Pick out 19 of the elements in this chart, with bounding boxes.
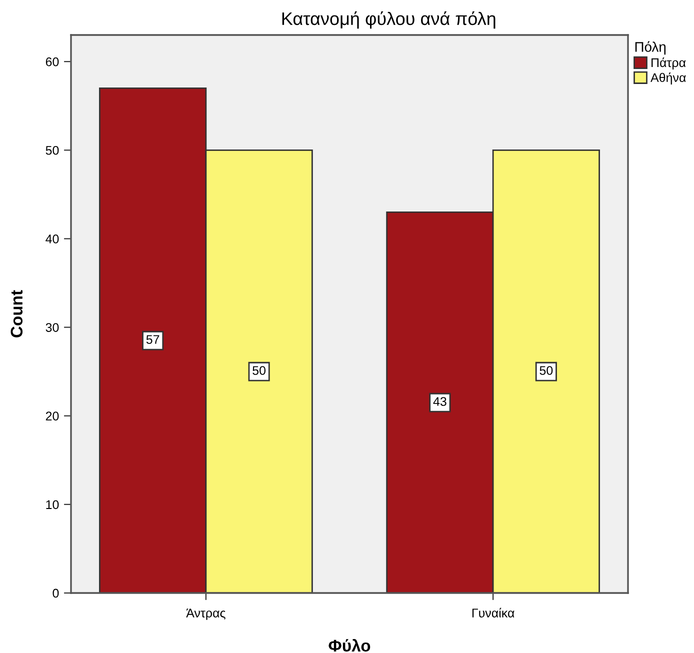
- y-tick-label: 0: [52, 588, 59, 598]
- data-label: 50: [540, 366, 553, 375]
- chart-title: Κατανομή φύλου ανά πόλη: [282, 11, 496, 29]
- legend-label: Πάτρα: [652, 58, 686, 70]
- data-label: 50: [252, 366, 266, 375]
- y-tick-label: 60: [46, 57, 59, 66]
- legend-title: Πόλη: [635, 41, 666, 55]
- legend-label: Αθήνα: [650, 72, 686, 85]
- x-axis-title: Φύλο: [328, 638, 370, 652]
- y-tick-label: 40: [46, 234, 59, 244]
- y-tick-label: 10: [46, 500, 59, 510]
- x-tick-label: Άντρας: [186, 608, 226, 620]
- y-tick-label: 50: [46, 146, 59, 155]
- y-tick-label: 20: [46, 412, 59, 421]
- y-axis-title: Count: [10, 290, 23, 338]
- data-label: 57: [146, 335, 160, 344]
- x-tick-label: Γυναίκα: [472, 608, 514, 618]
- data-label: 43: [433, 397, 446, 406]
- y-tick-label: 30: [46, 323, 59, 332]
